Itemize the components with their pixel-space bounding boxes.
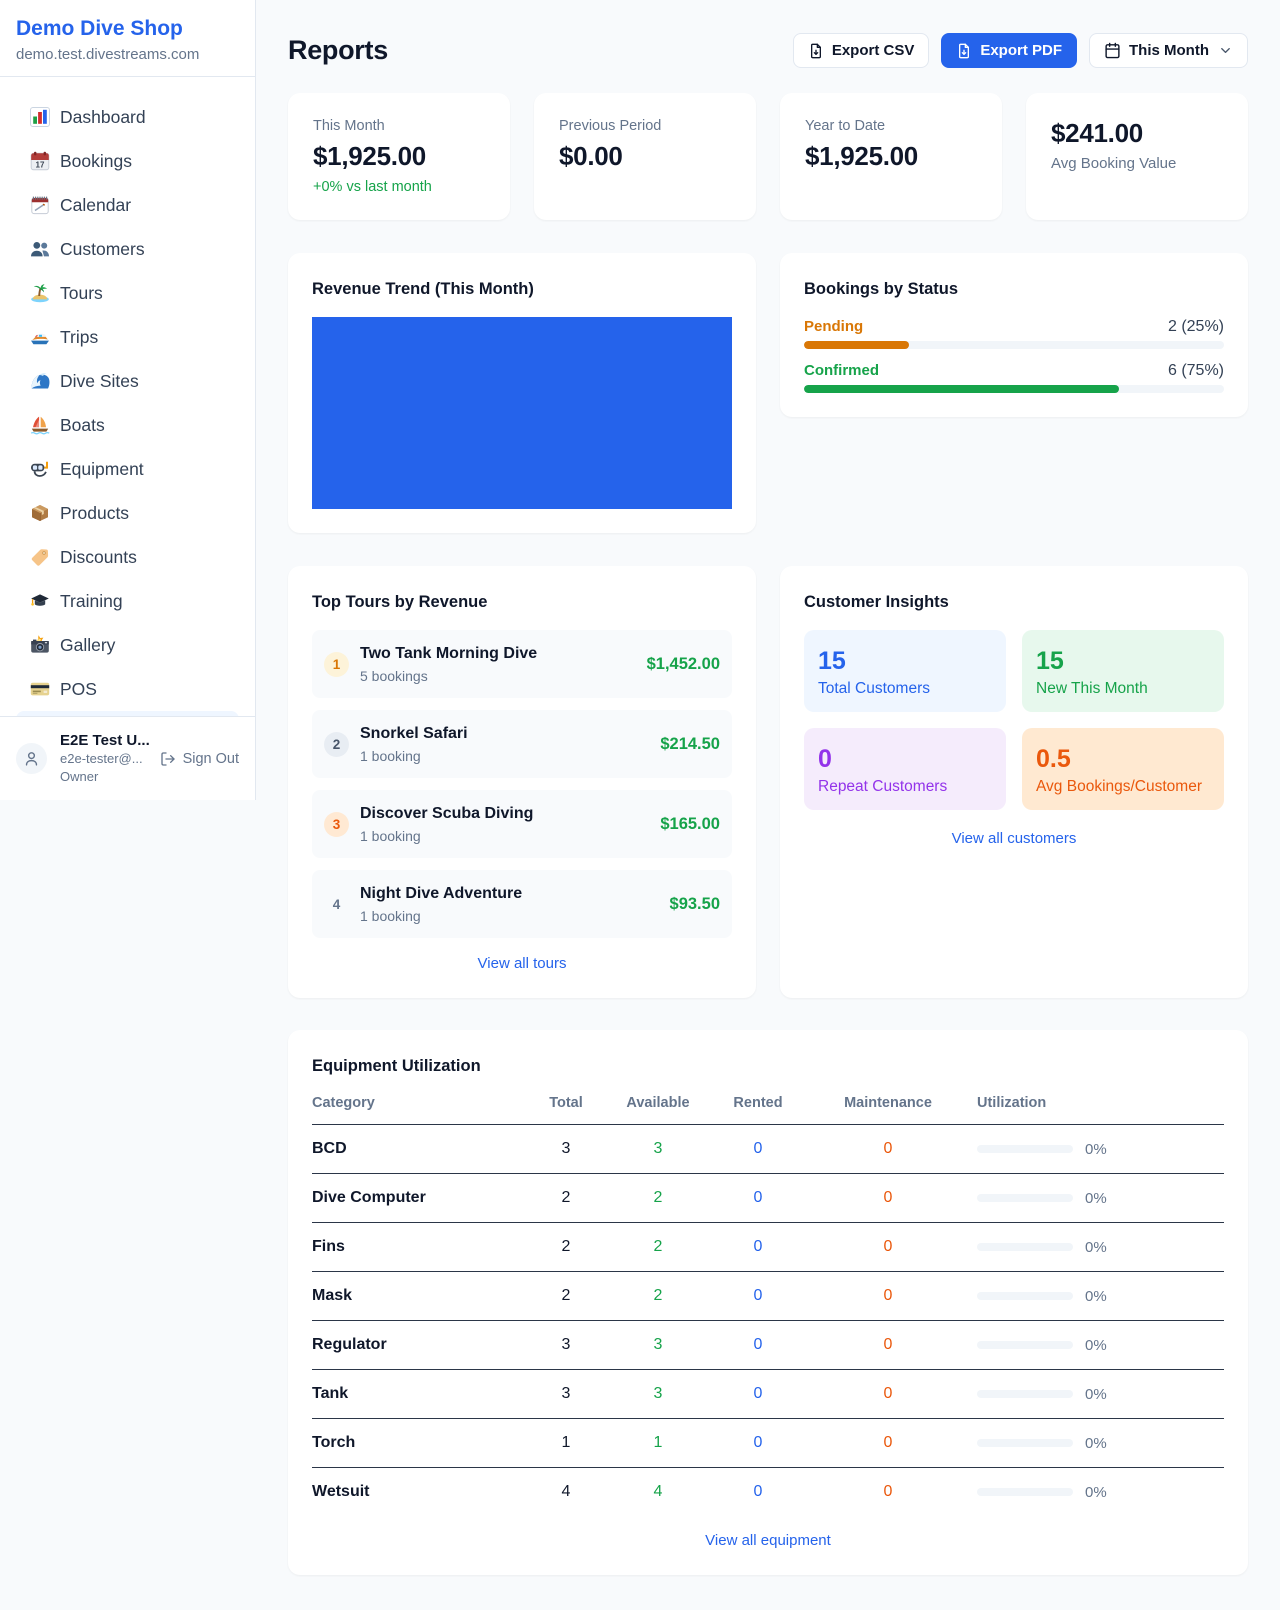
svg-text:17: 17 [36,160,45,169]
